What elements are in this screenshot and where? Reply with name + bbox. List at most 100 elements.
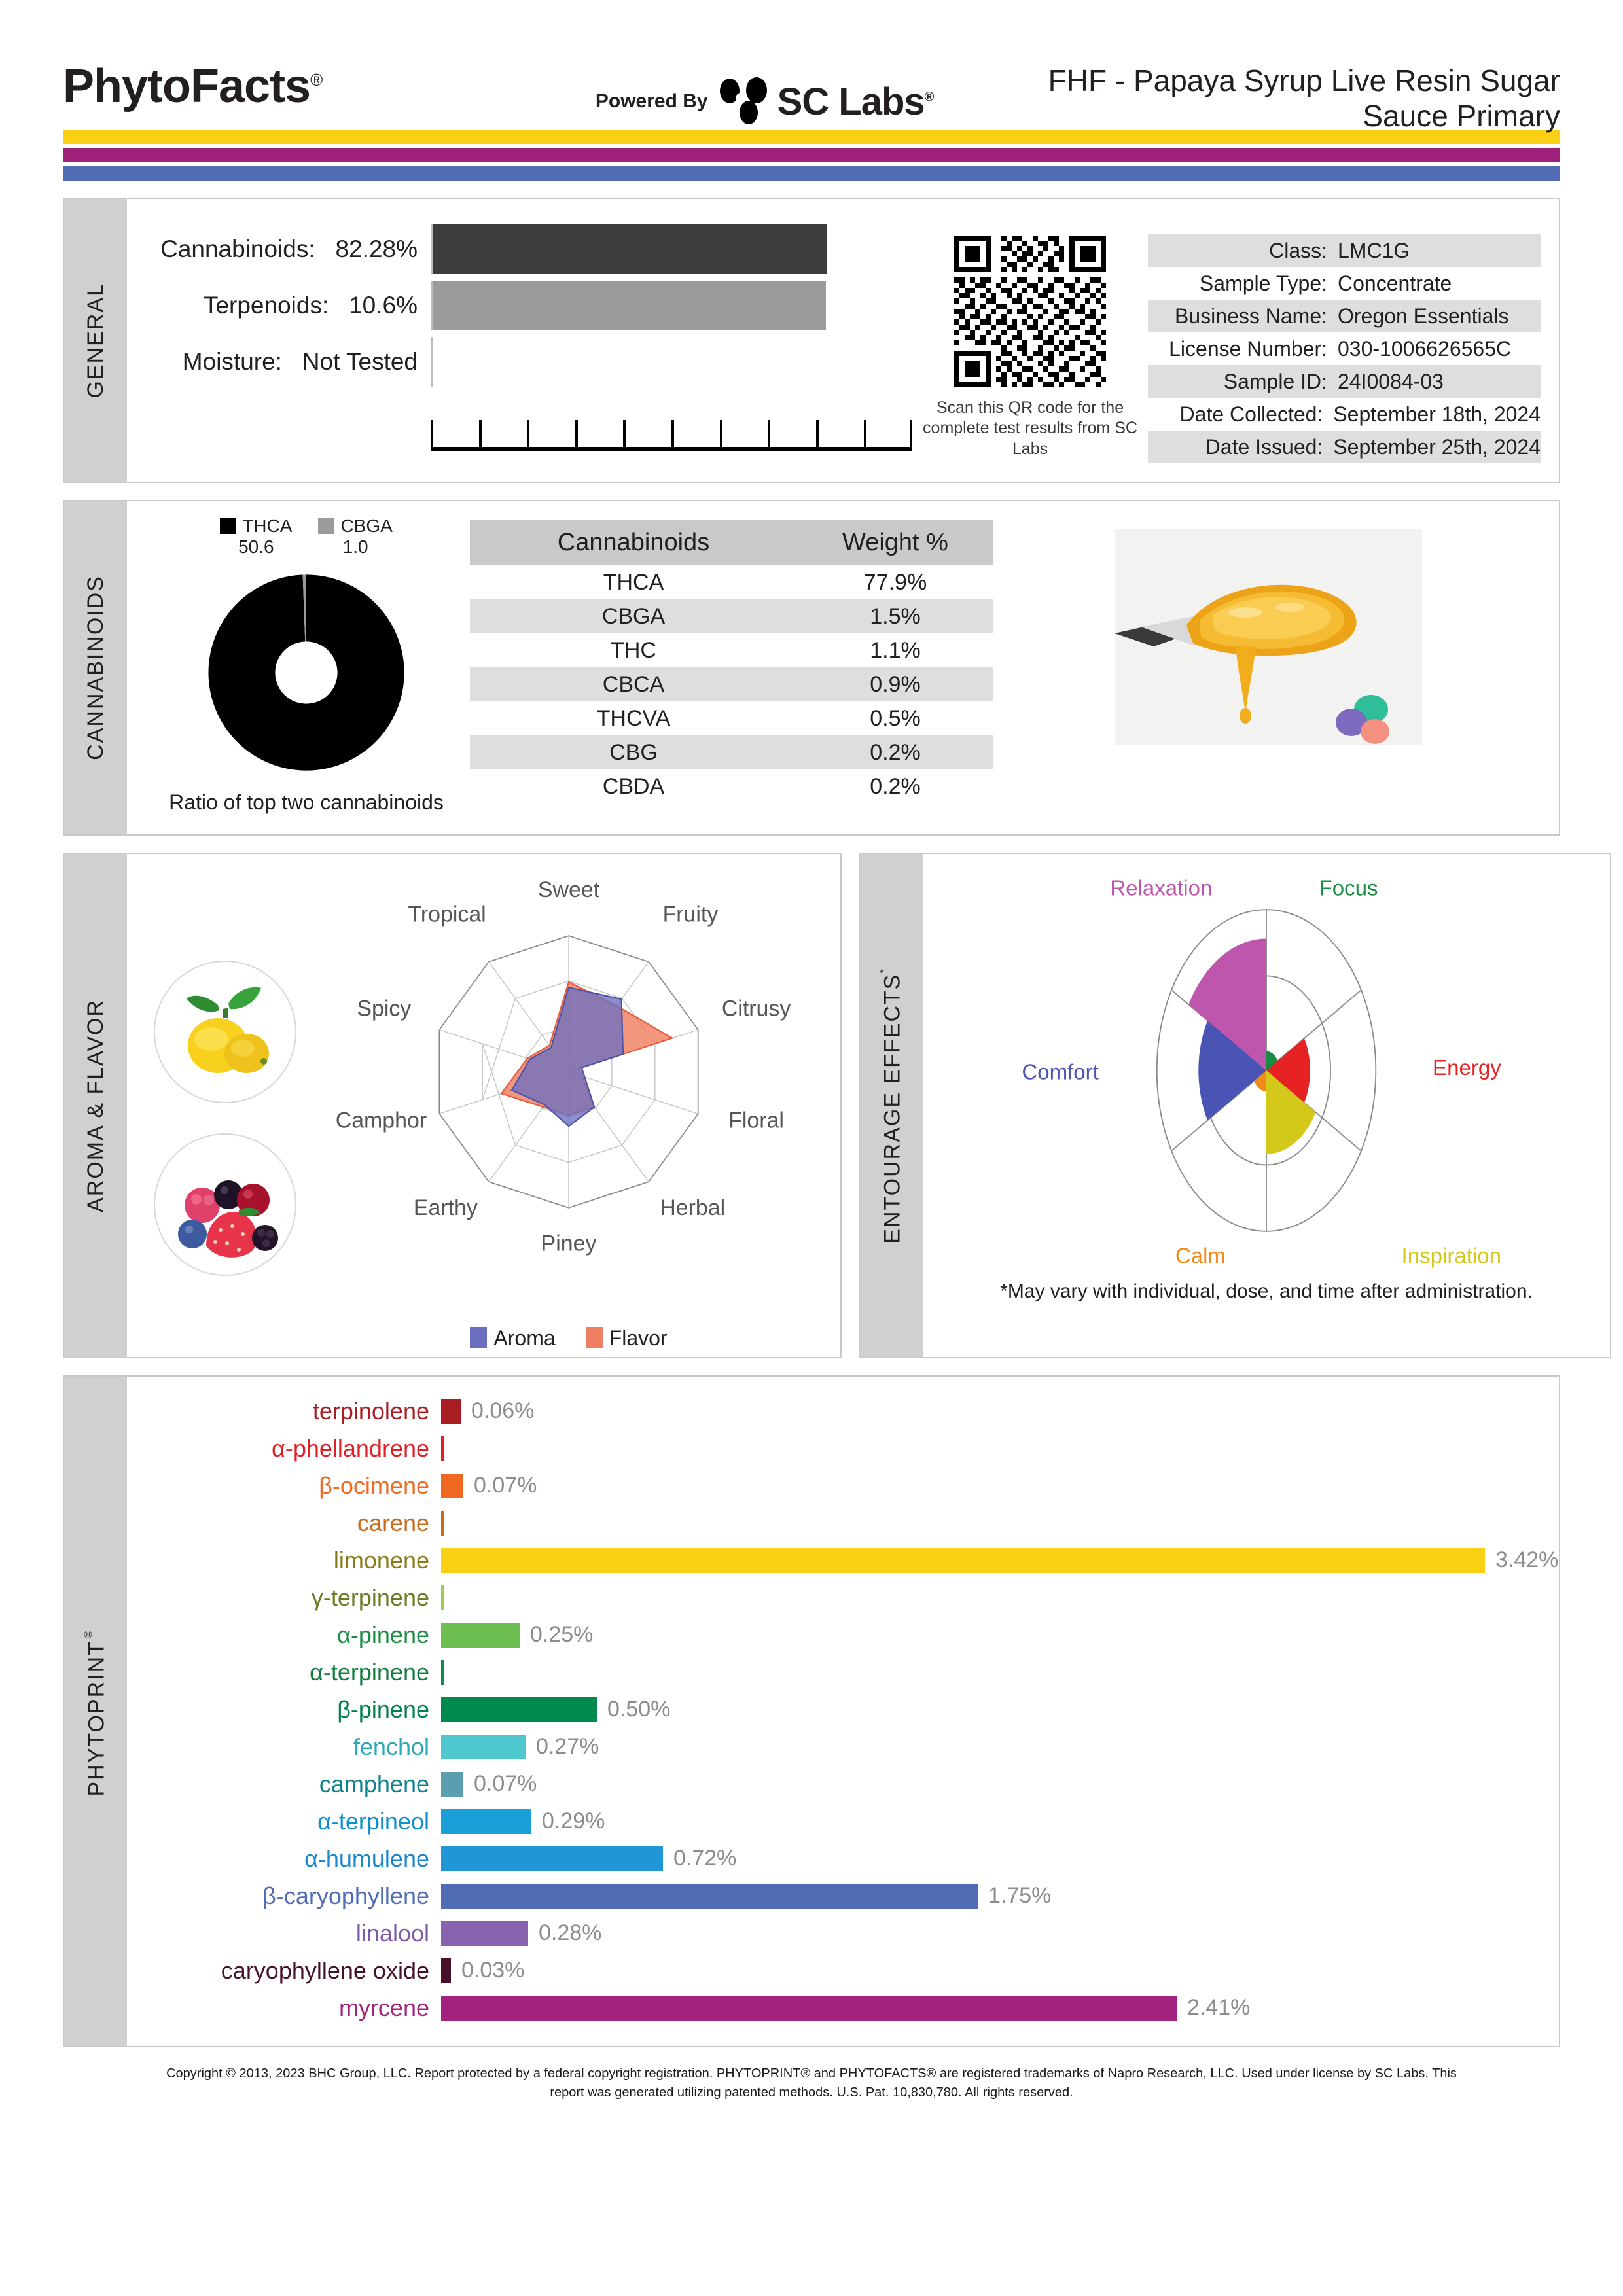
sc-labs-logo: SC Labs®	[719, 77, 934, 126]
brand-rules	[63, 130, 1560, 181]
terpene-bar	[441, 1995, 1177, 2021]
rule-yellow	[63, 130, 1560, 144]
terpene-bar	[441, 1883, 978, 1909]
radar-axis-label-camphor: Camphor	[336, 1108, 427, 1133]
terpene-row-b-pinene: β-pinene 0.50%	[134, 1691, 1558, 1728]
potency-row-cannabinoids: Cannabinoids: 82.28%	[156, 221, 912, 277]
terpene-label: caryophyllene oxide	[221, 1956, 429, 1984]
meta-key-class: Class:	[1269, 238, 1327, 262]
donut-legend-item-cbga: CBGA 1.0	[318, 516, 393, 557]
legend-item-aroma: Aroma	[470, 1326, 556, 1351]
meta-key-business-name: Business Name:	[1175, 304, 1327, 328]
terpene-row-myrcene: myrcene 2.41%	[134, 1989, 1558, 2026]
effect-wedge-energy	[1266, 1038, 1310, 1103]
terpene-row-carene: carene	[134, 1504, 1558, 1542]
terpene-value: 0.50%	[607, 1697, 671, 1722]
brand-registered-mark: ®	[310, 70, 323, 90]
general-section-tab: GENERAL	[64, 199, 127, 482]
terpene-value: 0.07%	[474, 1473, 537, 1498]
donut-legend: THCA 50.6 CBGA 1.0	[220, 516, 393, 557]
meta-value-date-issued: September 25th, 2024	[1333, 434, 1541, 459]
effect-label-relaxation: Relaxation	[1110, 877, 1212, 901]
page-title: FHF - Papaya Syrup Live Resin Sugar Sauc…	[1048, 63, 1560, 133]
effect-label-calm: Calm	[1175, 1244, 1226, 1268]
effect-wedge-comfort	[1198, 1020, 1266, 1121]
radar-axis-label-floral: Floral	[728, 1108, 784, 1133]
terpene-label: β-caryophyllene	[262, 1882, 429, 1909]
terpene-bar	[441, 1585, 444, 1610]
terpene-bar	[441, 1920, 528, 1946]
potency-row-terpenoids: Terpenoids: 10.6%	[156, 277, 912, 334]
rule-magenta	[63, 148, 1560, 162]
meta-value-date-collected: September 18th, 2024	[1333, 402, 1541, 426]
entourage-section-asterisk: *	[877, 967, 890, 974]
terpenoids-value: 10.6%	[349, 292, 418, 319]
qr-code[interactable]	[954, 236, 1106, 387]
cannabinoids-section-tab: CANNABINOIDS	[64, 501, 127, 834]
cannabinoid-weight: 0.2%	[870, 739, 921, 765]
cannabinoid-name: CBDA	[602, 773, 665, 799]
aroma-flavor-legend: Aroma Flavor	[470, 1326, 668, 1351]
terpene-bar-chart: terpinolene 0.06% α-phellandrene β-ocime…	[127, 1377, 1571, 2046]
terpene-bar	[441, 1809, 531, 1834]
terpene-row-b-caryophyllene: β-caryophyllene 1.75%	[134, 1877, 1558, 1915]
product-photo	[1115, 529, 1422, 745]
terpene-bar	[441, 1958, 451, 1983]
terpene-value: 0.06%	[471, 1398, 535, 1423]
terpene-row-caryophyllene-oxide: caryophyllene oxide 0.03%	[134, 1952, 1558, 1989]
meta-row-business-name: Business Name: Oregon Essentials	[1148, 300, 1541, 332]
cannabinoid-name: CBG	[609, 739, 658, 765]
cannabinoid-ratio-donut-chart: THCA 50.6 CBGA 1.0 R	[143, 516, 470, 815]
meta-row-class: Class: LMC1G	[1148, 234, 1541, 267]
sc-labs-name: SC Labs	[777, 80, 925, 123]
meta-row-date-issued: Date Issued: September 25th, 2024	[1148, 431, 1541, 463]
phytoprint-section-label: PHYTOPRINT	[84, 1640, 109, 1797]
meta-value-sample-type: Concentrate	[1338, 271, 1452, 295]
terpene-row-a-terpinene: α-terpinene	[134, 1653, 1558, 1691]
donut-chart	[208, 574, 404, 771]
terpene-label: myrcene	[338, 1994, 429, 2021]
donut-legend-ratio-cbga: 1.0	[342, 537, 368, 557]
cannabinoid-weight: 77.9%	[863, 569, 927, 595]
aroma-section-tab: AROMA & FLAVOR	[64, 854, 127, 1357]
terpene-value: 0.72%	[673, 1846, 737, 1871]
meta-value-business-name: Oregon Essentials	[1338, 304, 1509, 328]
legend-item-flavor: Flavor	[585, 1326, 668, 1351]
terpene-bar	[441, 1622, 520, 1648]
radar-axis-label-tropical: Tropical	[408, 902, 486, 927]
terpene-value: 0.25%	[530, 1622, 594, 1647]
phytoprint-registered-mark: ®	[81, 1626, 94, 1640]
table-header-name: Cannabinoids	[557, 528, 710, 556]
effect-wedge-inspiration	[1266, 1070, 1316, 1154]
meta-value-sample-id: 24I0084-03	[1338, 369, 1444, 393]
phytoprint-section-tab: PHYTOPRINT®	[64, 1377, 127, 2046]
terpene-label: β-pinene	[337, 1695, 429, 1723]
terpene-bar	[441, 1734, 526, 1759]
terpene-value: 0.03%	[461, 1958, 525, 1983]
meta-key-sample-id: Sample ID:	[1223, 369, 1327, 393]
entourage-note: *May vary with individual, dose, and tim…	[1000, 1280, 1533, 1302]
table-row: CBG 0.2%	[470, 735, 993, 769]
effect-label-energy: Energy	[1433, 1056, 1501, 1080]
terpene-bar	[441, 1547, 1485, 1573]
terpene-bar	[441, 1771, 463, 1797]
meta-row-date-collected: Date Collected: September 18th, 2024	[1148, 398, 1541, 431]
cannabinoids-panel: CANNABINOIDS THCA 50.6 CBGA 1.0	[63, 500, 1560, 836]
terpene-value: 0.28%	[539, 1920, 602, 1945]
cannabinoid-weight: 1.1%	[870, 637, 921, 663]
terpene-label: terpinolene	[312, 1397, 429, 1424]
cannabinoid-weight: 0.5%	[870, 705, 921, 731]
terpene-bar	[441, 1436, 444, 1461]
potency-bar-chart: Cannabinoids: 82.28% Terpenoids: 10.6%	[145, 221, 912, 463]
terpene-row-a-pinene: α-pinene 0.25%	[134, 1616, 1558, 1653]
table-row: THCA 77.9%	[470, 565, 993, 599]
aroma-section-label: AROMA & FLAVOR	[82, 998, 108, 1212]
effect-wedge-focus	[1266, 1051, 1278, 1070]
potency-axis	[431, 414, 912, 451]
powered-by-label: Powered By	[595, 90, 708, 112]
donut-legend-label-cbga: CBGA	[340, 516, 393, 536]
cbga-swatch-icon	[318, 518, 334, 534]
cannabinoids-value: 82.28%	[335, 236, 418, 262]
table-header-row: Cannabinoids Weight %	[470, 520, 993, 565]
